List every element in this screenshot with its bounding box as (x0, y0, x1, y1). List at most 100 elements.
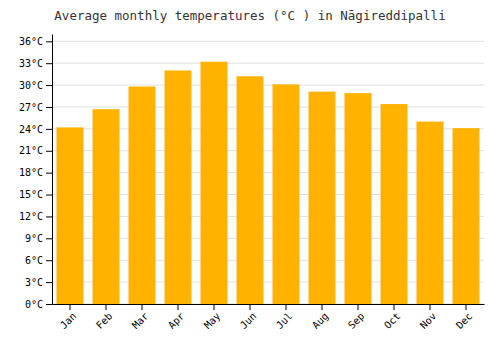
x-axis-line (53, 304, 485, 305)
y-tick-mark (46, 107, 52, 108)
y-tick-label: 33°C (19, 58, 43, 69)
x-tick: Mar (130, 304, 151, 331)
y-axis-line (52, 35, 53, 305)
x-tick-mark (466, 304, 467, 310)
y-tick-label: 36°C (19, 36, 43, 47)
chart: Average monthly temperatures (°C ) in Nā… (0, 0, 500, 350)
y-tick-label: 9°C (25, 233, 43, 244)
x-tick: Jul (274, 304, 295, 331)
x-tick-label: Aug (310, 310, 331, 331)
y-tick: 30°C (19, 80, 52, 91)
x-tick-mark (142, 304, 143, 310)
bar (309, 92, 336, 304)
y-tick: 6°C (25, 255, 52, 266)
x-tick: Nov (418, 304, 439, 331)
x-tick-mark (394, 304, 395, 310)
grid-line (52, 85, 484, 86)
x-tick: Oct (382, 304, 403, 331)
bar (417, 122, 444, 304)
grid (52, 41, 484, 304)
y-tick-mark (46, 85, 52, 86)
x-tick-label: Feb (94, 310, 115, 331)
bar (201, 62, 228, 304)
y-tick: 18°C (19, 167, 52, 178)
y-tick-mark (46, 238, 52, 239)
y-tick-mark (46, 41, 52, 42)
x-axis: Jan Feb Mar Apr May Jun Jul Aug Sep Oct Nov Dec (53, 304, 485, 331)
x-tick: Aug (310, 304, 331, 331)
y-tick-label: 24°C (19, 124, 43, 135)
y-tick: 3°C (25, 277, 52, 288)
y-tick: 12°C (19, 211, 52, 222)
y-tick-label: 3°C (25, 277, 43, 288)
y-tick: 21°C (19, 145, 52, 156)
x-tick-mark (286, 304, 287, 310)
x-tick-mark (106, 304, 107, 310)
bar (453, 128, 480, 304)
y-tick: 15°C (19, 189, 52, 200)
x-tick-label: Mar (130, 310, 151, 331)
y-axis: 0°C 3°C 6°C 9°C 12°C 15°C 18°C 21°C 24°C 27°C 30°C… (19, 35, 53, 310)
y-tick: 24°C (19, 124, 52, 135)
bar (381, 104, 408, 304)
x-tick-label: Oct (382, 310, 403, 331)
x-tick-mark (430, 304, 431, 310)
y-tick-mark (46, 173, 52, 174)
x-tick-label: Sep (346, 310, 367, 331)
y-tick-mark (46, 63, 52, 64)
x-tick: Feb (94, 304, 115, 331)
y-tick-label: 15°C (19, 189, 43, 200)
y-tick-mark (46, 304, 52, 305)
x-tick-label: Dec (454, 310, 475, 331)
x-tick: Apr (166, 304, 187, 331)
x-tick-mark (250, 304, 251, 310)
bar (165, 70, 192, 304)
x-tick-label: Jul (274, 310, 295, 331)
grid-line (52, 63, 484, 64)
x-tick-label: May (202, 310, 223, 331)
x-tick: Dec (454, 304, 475, 331)
x-tick-label: Nov (418, 310, 439, 331)
y-tick-label: 0°C (25, 299, 43, 310)
y-tick-mark (46, 282, 52, 283)
y-tick-label: 18°C (19, 167, 43, 178)
y-tick: 36°C (19, 36, 52, 47)
x-tick-label: Jan (58, 310, 79, 331)
y-tick-label: 30°C (19, 80, 43, 91)
y-tick-label: 12°C (19, 211, 43, 222)
y-tick-mark (46, 129, 52, 130)
bar (273, 84, 300, 304)
bar (129, 87, 156, 304)
bars (57, 62, 480, 304)
x-tick: Jun (238, 304, 259, 331)
y-tick-mark (46, 195, 52, 196)
bar (93, 109, 120, 304)
x-tick-label: Apr (166, 310, 187, 331)
bar (57, 127, 84, 304)
y-tick: 33°C (19, 58, 52, 69)
bar (237, 76, 264, 304)
x-tick: Jan (58, 304, 79, 331)
grid-line (52, 41, 484, 42)
x-tick-mark (70, 304, 71, 310)
x-tick: Sep (346, 304, 367, 331)
bar (345, 93, 372, 304)
y-tick-label: 27°C (19, 102, 43, 113)
x-tick-mark (358, 304, 359, 310)
y-tick-mark (46, 216, 52, 217)
y-tick-label: 6°C (25, 255, 43, 266)
x-tick-mark (322, 304, 323, 310)
x-tick-mark (178, 304, 179, 310)
x-tick-label: Jun (238, 310, 259, 331)
y-tick-mark (46, 260, 52, 261)
y-tick: 0°C (25, 299, 52, 310)
grid-line (52, 106, 484, 107)
plot: 0°C 3°C 6°C 9°C 12°C 15°C 18°C 21°C 24°C 27°C 30°C… (19, 35, 485, 331)
x-tick: May (202, 304, 223, 331)
y-tick: 9°C (25, 233, 52, 244)
x-tick-mark (214, 304, 215, 310)
y-tick: 27°C (19, 102, 52, 113)
title: Average monthly temperatures (°C ) in Nā… (54, 8, 445, 23)
y-tick-label: 21°C (19, 145, 43, 156)
y-tick-mark (46, 151, 52, 152)
